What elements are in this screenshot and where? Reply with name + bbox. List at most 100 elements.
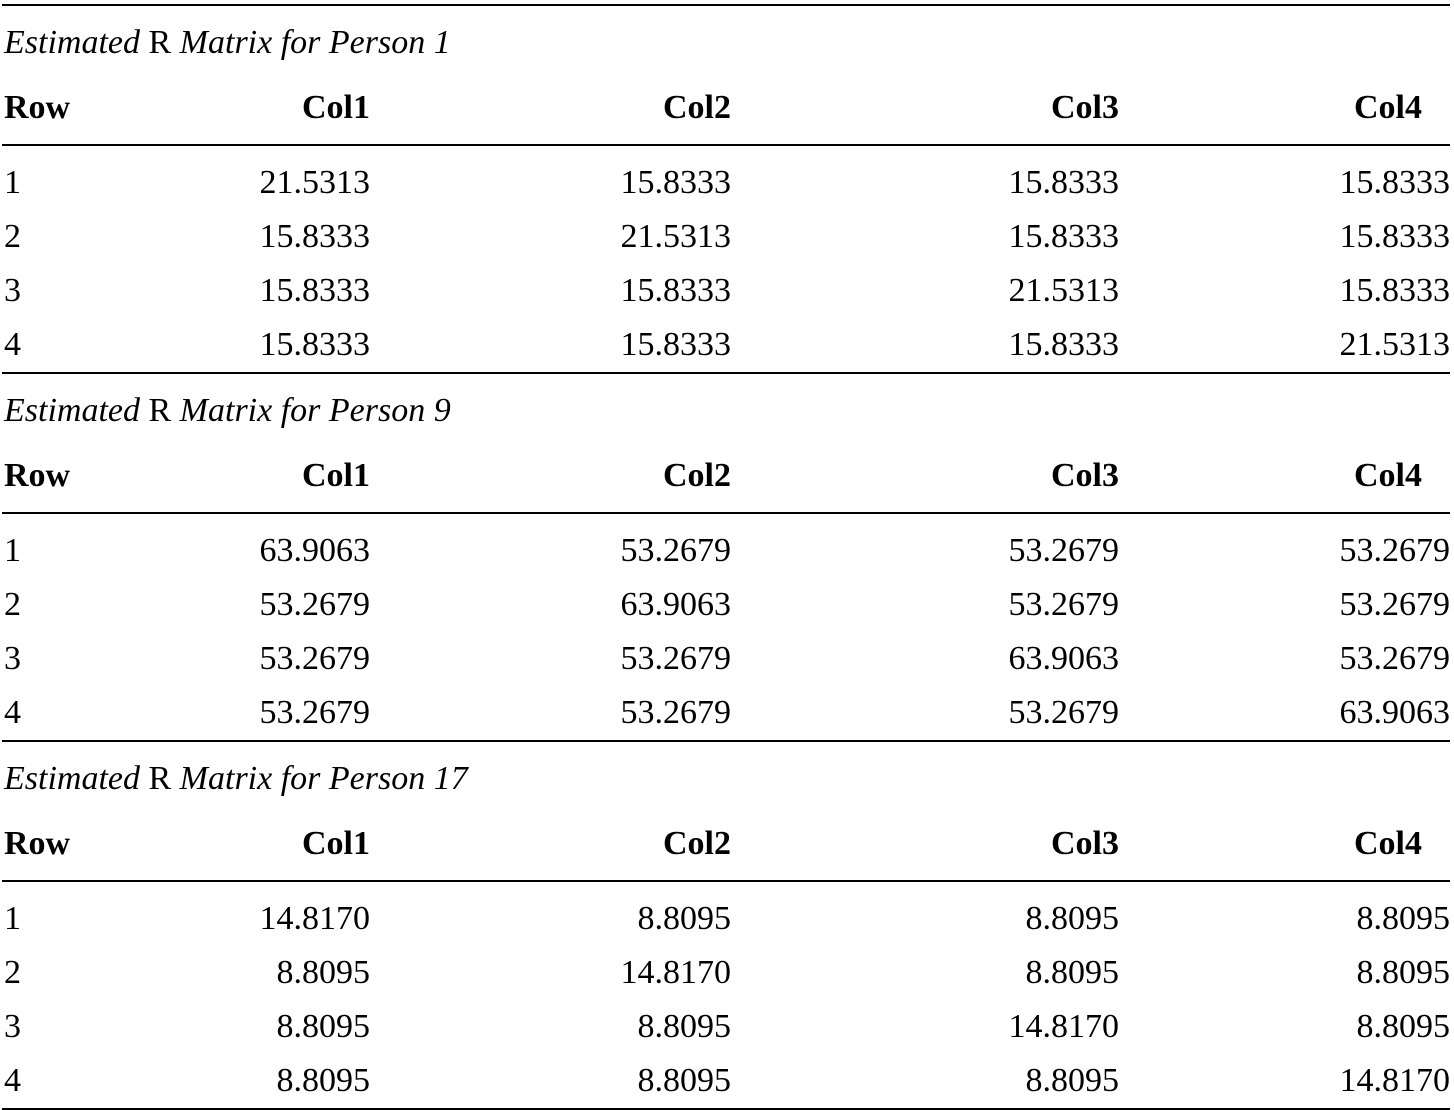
- matrix-cell: 53.2679: [1008, 694, 1120, 731]
- row-label: 2: [4, 954, 21, 991]
- matrix-cell: 53.2679: [1339, 640, 1451, 677]
- column-header: Col1: [130, 72, 420, 146]
- matrix-cell: 53.2679: [259, 694, 371, 731]
- matrix-block: Estimated R Matrix for Person 9 Row Col1 Co…: [2, 372, 1450, 740]
- table-row: 1 63.9063 53.2679 53.2679 53.2679: [2, 513, 1450, 578]
- matrix-title-symbol: R: [148, 24, 172, 61]
- matrix-cell: 15.8333: [620, 164, 732, 201]
- row-label: 4: [4, 1062, 21, 1099]
- column-header: Row: [2, 72, 130, 146]
- matrix-cell: 53.2679: [259, 586, 371, 623]
- table-row: 3 8.8095 8.8095 14.8170 8.8095: [2, 1000, 1450, 1054]
- column-header: Row: [2, 808, 130, 882]
- matrix-title-symbol: R: [148, 392, 172, 429]
- row-label: 4: [4, 326, 21, 363]
- column-header: Col1: [130, 808, 420, 882]
- matrix-cell: 21.5313: [259, 164, 371, 201]
- matrix-cell: 53.2679: [1339, 586, 1451, 623]
- matrix-cell: 53.2679: [1008, 586, 1120, 623]
- column-header: Col3: [751, 72, 1139, 146]
- table-row: 4 8.8095 8.8095 8.8095 14.8170: [2, 1054, 1450, 1108]
- column-header: Col4: [1139, 440, 1450, 514]
- row-label: 3: [4, 640, 21, 677]
- row-label: 3: [4, 1008, 21, 1045]
- table-row: 1 21.5313 15.8333 15.8333 15.8333: [2, 145, 1450, 210]
- matrix-block: Estimated R Matrix for Person 1 Row Col1 Co…: [2, 4, 1450, 372]
- matrix-cell: 53.2679: [620, 532, 732, 569]
- header-row: Row Col1 Col2 Col3 Col4: [2, 808, 1450, 882]
- matrix-cell: 15.8333: [259, 218, 371, 255]
- matrix-cell: 15.8333: [620, 272, 732, 309]
- table-row: 3 15.8333 15.8333 21.5313 15.8333: [2, 264, 1450, 318]
- matrix-cell: 21.5313: [1008, 272, 1120, 309]
- matrix-cell: 8.8095: [637, 1008, 732, 1045]
- column-header: Col3: [751, 808, 1139, 882]
- matrix-cell: 8.8095: [1025, 1062, 1120, 1099]
- matrix-title-suffix: Matrix for Person 9: [179, 392, 451, 429]
- matrix-cell: 21.5313: [620, 218, 732, 255]
- matrix-cell: 14.8170: [259, 900, 371, 937]
- matrix-cell: 8.8095: [637, 900, 732, 937]
- row-label: 2: [4, 586, 21, 623]
- matrix-cell: 14.8170: [1339, 1062, 1451, 1099]
- matrix-cell: 53.2679: [620, 640, 732, 677]
- matrix-cell: 8.8095: [1356, 954, 1451, 991]
- matrix-title: Estimated R Matrix for Person 1: [2, 6, 1450, 72]
- column-header: Col2: [420, 440, 751, 514]
- matrix-cell: 15.8333: [1008, 218, 1120, 255]
- matrix-cell: 15.8333: [1339, 272, 1451, 309]
- column-header: Col4: [1139, 72, 1450, 146]
- matrix-cell: 53.2679: [259, 640, 371, 677]
- matrix-title-symbol: R: [148, 760, 172, 797]
- matrix-cell: 15.8333: [1339, 218, 1451, 255]
- row-label: 2: [4, 218, 21, 255]
- table-row: 2 8.8095 14.8170 8.8095 8.8095: [2, 946, 1450, 1000]
- column-header: Col2: [420, 72, 751, 146]
- column-header: Col4: [1139, 808, 1450, 882]
- matrix-cell: 8.8095: [1025, 954, 1120, 991]
- row-label: 1: [4, 532, 21, 569]
- table-row: 2 53.2679 63.9063 53.2679 53.2679: [2, 578, 1450, 632]
- matrix-cell: 15.8333: [1008, 164, 1120, 201]
- matrix-block: Estimated R Matrix for Person 17 Row Col1 C…: [2, 740, 1450, 1108]
- matrix-cell: 15.8333: [620, 326, 732, 363]
- matrix-cell: 15.8333: [259, 272, 371, 309]
- matrix-cell: 63.9063: [620, 586, 732, 623]
- matrix-title-suffix: Matrix for Person 1: [179, 24, 451, 61]
- table-row: 4 53.2679 53.2679 53.2679 63.9063: [2, 686, 1450, 740]
- matrix-cell: 53.2679: [1339, 532, 1451, 569]
- matrix-cell: 8.8095: [1356, 1008, 1451, 1045]
- matrix-cell: 8.8095: [1356, 900, 1451, 937]
- table-row: 4 15.8333 15.8333 15.8333 21.5313: [2, 318, 1450, 372]
- row-label: 1: [4, 900, 21, 937]
- matrix-cell: 63.9063: [1008, 640, 1120, 677]
- matrix-cell: 8.8095: [276, 1008, 371, 1045]
- matrix-cell: 53.2679: [620, 694, 732, 731]
- column-header: Col1: [130, 440, 420, 514]
- matrix-title-prefix: Estimated: [4, 392, 140, 429]
- table-row: 2 15.8333 21.5313 15.8333 15.8333: [2, 210, 1450, 264]
- matrix-cell: 15.8333: [259, 326, 371, 363]
- matrix-cell: 53.2679: [1008, 532, 1120, 569]
- column-header: Col2: [420, 808, 751, 882]
- matrix-table: Row Col1 Col2 Col3 Col4 1 63.9063 53.2679 53.267…: [2, 440, 1450, 740]
- row-label: 3: [4, 272, 21, 309]
- matrix-cell: 14.8170: [1008, 1008, 1120, 1045]
- matrix-title: Estimated R Matrix for Person 9: [2, 374, 1450, 440]
- matrix-cell: 14.8170: [620, 954, 732, 991]
- matrix-cell: 21.5313: [1339, 326, 1451, 363]
- header-row: Row Col1 Col2 Col3 Col4: [2, 440, 1450, 514]
- matrix-cell: 8.8095: [1025, 900, 1120, 937]
- matrix-title-prefix: Estimated: [4, 24, 140, 61]
- matrix-title: Estimated R Matrix for Person 17: [2, 742, 1450, 808]
- column-header: Col3: [751, 440, 1139, 514]
- matrix-cell: 63.9063: [259, 532, 371, 569]
- matrix-blocks: Estimated R Matrix for Person 1 Row Col1 Co…: [2, 4, 1454, 1108]
- header-row: Row Col1 Col2 Col3 Col4: [2, 72, 1450, 146]
- table-row: 1 14.8170 8.8095 8.8095 8.8095: [2, 881, 1450, 946]
- matrix-cell: 15.8333: [1339, 164, 1451, 201]
- row-label: 1: [4, 164, 21, 201]
- matrix-table: Row Col1 Col2 Col3 Col4 1 21.5313 15.8333 15.833…: [2, 72, 1450, 372]
- matrix-title-suffix: Matrix for Person 17: [179, 760, 468, 797]
- matrix-title-prefix: Estimated: [4, 760, 140, 797]
